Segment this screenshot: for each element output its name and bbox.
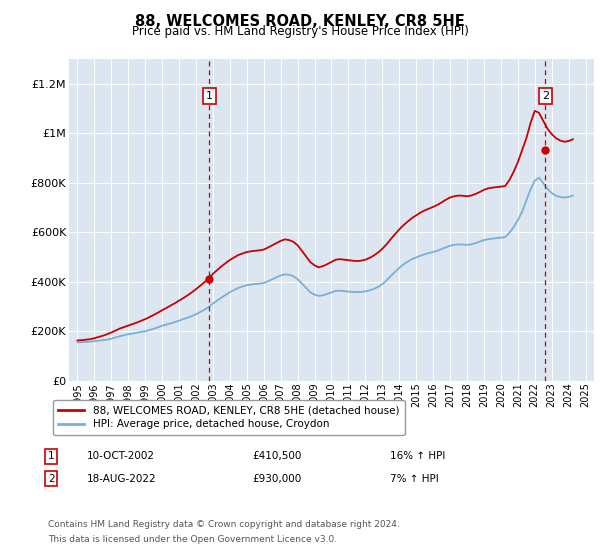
Legend: 88, WELCOMES ROAD, KENLEY, CR8 5HE (detached house), HPI: Average price, detache: 88, WELCOMES ROAD, KENLEY, CR8 5HE (deta… [53, 400, 404, 435]
Text: £930,000: £930,000 [252, 474, 301, 484]
Text: 2: 2 [48, 474, 55, 484]
Text: 2: 2 [542, 91, 549, 101]
Text: £410,500: £410,500 [252, 451, 301, 461]
Text: 88, WELCOMES ROAD, KENLEY, CR8 5HE: 88, WELCOMES ROAD, KENLEY, CR8 5HE [135, 14, 465, 29]
Text: This data is licensed under the Open Government Licence v3.0.: This data is licensed under the Open Gov… [48, 535, 337, 544]
Text: 1: 1 [206, 91, 213, 101]
Text: 7% ↑ HPI: 7% ↑ HPI [390, 474, 439, 484]
Text: Price paid vs. HM Land Registry's House Price Index (HPI): Price paid vs. HM Land Registry's House … [131, 25, 469, 38]
Text: 18-AUG-2022: 18-AUG-2022 [87, 474, 157, 484]
Text: Contains HM Land Registry data © Crown copyright and database right 2024.: Contains HM Land Registry data © Crown c… [48, 520, 400, 529]
Text: 16% ↑ HPI: 16% ↑ HPI [390, 451, 445, 461]
Text: 10-OCT-2002: 10-OCT-2002 [87, 451, 155, 461]
Text: 1: 1 [48, 451, 55, 461]
